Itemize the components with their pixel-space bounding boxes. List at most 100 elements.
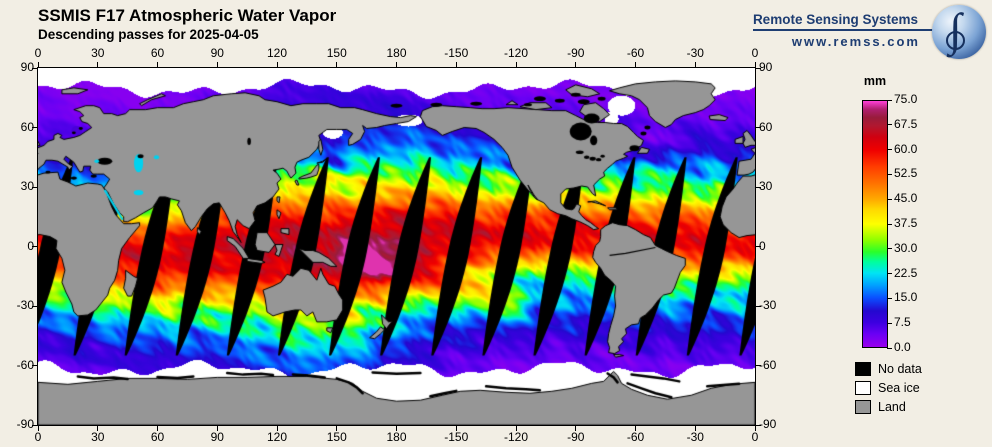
colorbar-tick-label: 30.0: [894, 240, 918, 255]
colorbar-tick: [887, 223, 892, 225]
map-legend: No data Sea ice Land: [855, 361, 922, 418]
lon-tick-label-top: 30: [91, 46, 105, 60]
lon-tick-bottom: [276, 426, 278, 431]
colorbar-tick: [887, 273, 892, 275]
colorbar-tick-label: 60.0: [894, 141, 918, 156]
lon-tick-top: [455, 62, 457, 67]
lat-tick-label-left: -60: [16, 357, 34, 372]
lat-tick-label-left: 0: [27, 238, 34, 253]
lat-tick-label-right: 60: [759, 119, 773, 134]
lon-tick-label-bottom: -60: [626, 430, 645, 444]
globe-logo-icon: ∫: [932, 4, 986, 59]
lon-tick-label-bottom: 0: [34, 430, 42, 444]
colorbar-tick-label: 67.5: [894, 116, 918, 131]
lat-tick-right: [756, 424, 761, 426]
lat-tick-right: [756, 186, 761, 188]
map-frame: [37, 67, 756, 426]
legend-item: No data: [855, 361, 922, 376]
lat-tick-left: [32, 365, 37, 366]
lon-tick-top: [37, 62, 39, 67]
lon-tick-bottom: [157, 426, 158, 431]
lon-tick-bottom: [754, 426, 756, 431]
lat-tick-right: [756, 246, 761, 247]
lat-tick-left: [32, 186, 37, 188]
lat-tick-label-left: -90: [16, 417, 34, 431]
colorbar-tick-label: 37.5: [894, 216, 918, 230]
lon-tick-label-bottom: 30: [91, 430, 105, 444]
lon-tick-label-bottom: 0: [751, 430, 759, 444]
legend-label: Land: [878, 399, 906, 414]
lat-tick-left: [32, 127, 37, 128]
lon-tick-bottom: [396, 426, 397, 431]
colorbar-tick: [887, 297, 892, 299]
lat-tick-left: [32, 246, 37, 247]
lon-tick-label-bottom: 60: [150, 430, 165, 444]
lat-tick-left: [32, 424, 37, 426]
logo-website-link[interactable]: www.remss.com: [791, 34, 920, 49]
lon-tick-bottom: [694, 426, 696, 431]
lon-tick-label-bottom: 150: [326, 430, 347, 444]
legend-swatch-no-data: [855, 361, 871, 376]
remss-logo[interactable]: Remote Sensing Systems www.remss.com ∫: [752, 3, 986, 61]
lon-tick-label-bottom: -120: [503, 430, 529, 444]
lat-tick-right: [756, 67, 761, 69]
lon-tick-top: [515, 62, 517, 67]
lat-tick-right: [756, 365, 761, 366]
lon-tick-top: [754, 62, 756, 67]
lon-tick-label-top: -60: [626, 46, 645, 60]
lon-tick-label-bottom: 120: [266, 430, 288, 444]
lon-tick-label-bottom: -150: [444, 430, 469, 444]
lon-tick-label-top: -30: [686, 46, 704, 60]
lon-tick-top: [276, 62, 278, 67]
lat-tick-label-left: 60: [20, 119, 34, 134]
colorbar-tick: [887, 198, 892, 200]
lon-tick-bottom: [575, 426, 577, 431]
lon-tick-label-top: 150: [326, 46, 347, 60]
colorbar-tick: [887, 149, 892, 151]
lon-tick-label-top: -120: [503, 46, 529, 60]
colorbar-tick-label: 15.0: [894, 290, 918, 305]
integral-ring-icon: [946, 31, 965, 50]
lon-tick-bottom: [515, 426, 517, 431]
lon-tick-label-bottom: 180: [386, 430, 407, 444]
colorbar-tick-label: 0.0: [894, 340, 911, 354]
colorbar-tick: [887, 124, 892, 126]
legend-item: Sea ice: [855, 380, 922, 395]
lat-tick-left: [32, 305, 37, 307]
lon-tick-label-top: -150: [444, 46, 469, 60]
lon-tick-top: [216, 62, 218, 67]
lat-tick-label-right: 0: [759, 238, 766, 253]
lon-tick-label-top: 60: [150, 46, 165, 60]
lat-tick-label-right: -90: [759, 417, 777, 431]
lat-tick-label-right: -30: [759, 298, 777, 312]
legend-swatch-land: [855, 399, 871, 414]
colorbar-tick: [887, 173, 892, 175]
lon-tick-label-bottom: -90: [567, 430, 585, 444]
colorbar-tick: [887, 99, 892, 101]
lon-tick-label-top: 90: [210, 46, 224, 60]
lon-tick-label-top: 0: [751, 46, 759, 60]
lat-tick-right: [756, 305, 761, 307]
lon-tick-bottom: [336, 426, 338, 431]
lon-tick-label-top: 0: [34, 46, 42, 60]
colorbar-tick: [887, 248, 892, 250]
legend-label: No data: [878, 361, 922, 376]
lon-tick-top: [97, 62, 99, 67]
colorbar: [862, 100, 888, 348]
legend-item: Land: [855, 399, 922, 414]
lon-tick-bottom: [216, 426, 218, 431]
lon-tick-bottom: [635, 426, 636, 431]
logo-company-name: Remote Sensing Systems: [752, 12, 934, 31]
lon-tick-bottom: [97, 426, 99, 431]
lon-tick-top: [336, 62, 338, 67]
lat-tick-label-right: 30: [759, 179, 773, 193]
colorbar-tick: [887, 322, 892, 324]
lon-tick-label-top: 180: [386, 46, 407, 60]
legend-swatch-sea-ice: [855, 380, 871, 395]
lat-tick-left: [32, 67, 37, 69]
lon-tick-label-bottom: -30: [686, 430, 704, 444]
colorbar-tick-label: 45.0: [894, 191, 918, 206]
lat-tick-label-right: -60: [759, 357, 777, 372]
lat-tick-label-left: 90: [20, 60, 34, 74]
